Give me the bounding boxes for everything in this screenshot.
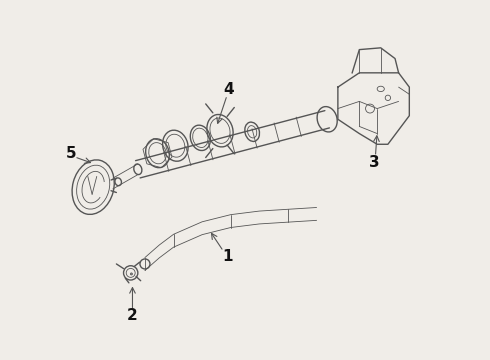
Text: 2: 2 [127,308,138,323]
Text: 4: 4 [223,82,234,97]
Ellipse shape [130,273,132,275]
Text: 1: 1 [222,249,232,264]
Text: 5: 5 [65,146,76,161]
Text: 3: 3 [369,156,380,170]
